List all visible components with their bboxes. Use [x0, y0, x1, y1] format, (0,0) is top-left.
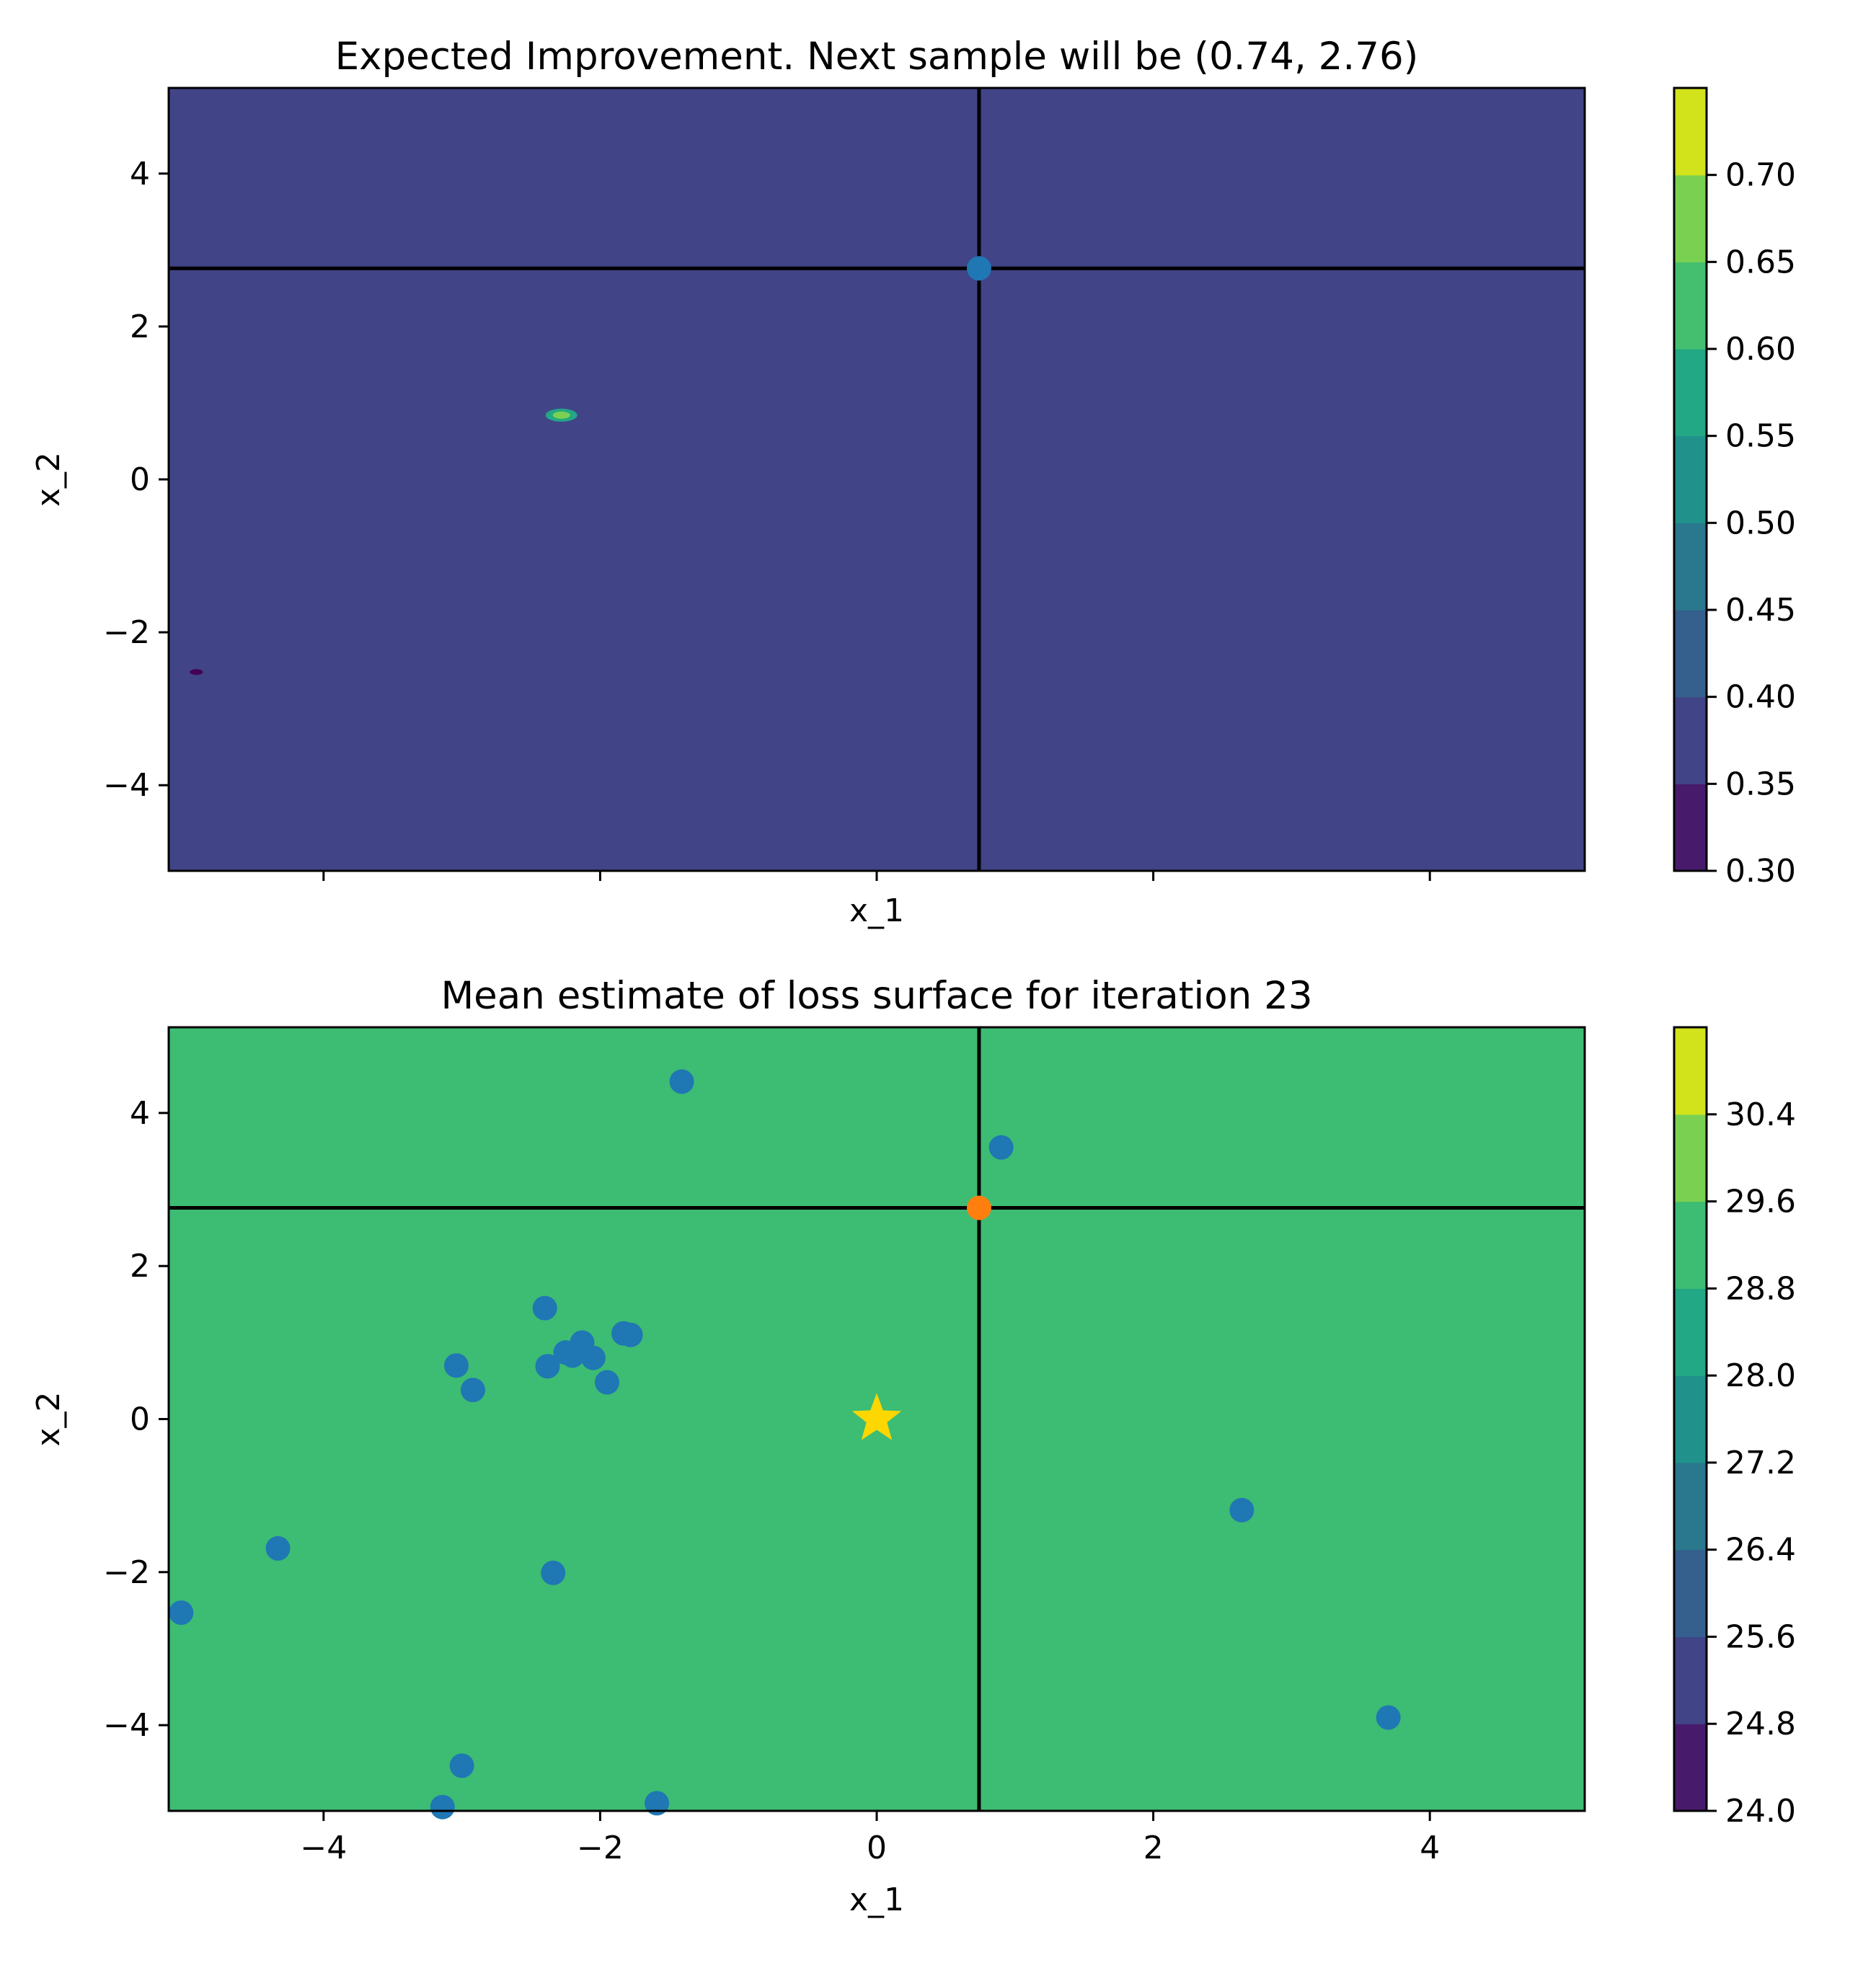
colorbar-tick-label: 25.6	[1725, 1618, 1796, 1655]
colorbar-tick-label: 28.8	[1725, 1270, 1796, 1307]
sampled-point	[580, 1345, 606, 1370]
next-sample-point	[966, 1195, 991, 1220]
sampled-point	[449, 1753, 474, 1778]
colorbar-tick-label: 30.4	[1725, 1096, 1796, 1133]
colorbar-frame	[1673, 87, 1708, 872]
sampled-point	[443, 1353, 469, 1378]
colorbar-tick-label: 0.55	[1725, 418, 1796, 455]
x-axis-label: x_1	[849, 1882, 904, 1918]
colorbar-tick-label: 0.35	[1725, 766, 1796, 802]
x-tick-label: 0	[867, 1830, 887, 1866]
sampled-point	[560, 1343, 585, 1368]
x-tick-label: 4	[1420, 1830, 1440, 1866]
y-tick-label: −2	[103, 614, 150, 651]
colorbar-tick-label: 24.0	[1725, 1793, 1796, 1830]
y-tick-label: 0	[130, 461, 150, 498]
colorbar-tick-label: 29.6	[1725, 1184, 1796, 1220]
y-tick-label: 2	[130, 309, 150, 345]
colorbar-segment	[1674, 784, 1707, 872]
colorbar-tick-label: 0.60	[1725, 331, 1796, 368]
colorbar-frame	[1673, 1026, 1708, 1812]
contour-peak-core	[552, 411, 570, 419]
sampled-point	[460, 1378, 485, 1403]
colorbar-tick-label: 0.70	[1725, 157, 1796, 194]
y-tick-label: −4	[103, 767, 150, 804]
colorbar: 0.30 0.35 0.40 0.45 0.50 0.55 0.60 0.65 0.70	[1673, 87, 1796, 890]
colorbar-segment	[1674, 523, 1707, 611]
sampled-point	[669, 1069, 694, 1094]
contour-dip	[190, 669, 203, 675]
y-axis-label: x_2	[30, 1391, 67, 1446]
colorbar-segment	[1674, 610, 1707, 698]
colorbar-segment	[1674, 349, 1707, 437]
sampled-point	[1229, 1497, 1255, 1523]
colorbar-tick-label: 24.8	[1725, 1706, 1796, 1742]
colorbar-segment	[1674, 1114, 1707, 1202]
colorbar-segment	[1674, 1636, 1707, 1724]
y-tick-label: 4	[130, 156, 150, 192]
colorbar-segment	[1674, 1201, 1707, 1289]
colorbar-segment	[1674, 696, 1707, 784]
optimum-star-icon	[851, 1393, 902, 1440]
sampled-point	[541, 1560, 566, 1585]
y-axis-label: x_2	[30, 452, 67, 507]
sampled-point	[265, 1535, 291, 1561]
next-sample-point	[966, 256, 991, 281]
sampled-point	[535, 1354, 560, 1379]
colorbar-tick-label: 26.4	[1725, 1532, 1796, 1569]
colorbar-segment	[1674, 1288, 1707, 1376]
colorbar-segment	[1674, 1724, 1707, 1812]
sampled-point	[645, 1791, 670, 1816]
chart-title: Expected Improvement. Next sample will b…	[335, 35, 1419, 79]
sampled-point	[532, 1295, 557, 1321]
y-tick-label: 2	[130, 1248, 150, 1285]
colorbar-tick-label: 0.30	[1725, 853, 1796, 890]
colorbar-segment	[1674, 1462, 1707, 1551]
colorbar-segment	[1674, 1027, 1707, 1115]
colorbar-tick-label: 0.50	[1725, 505, 1796, 541]
chart-title: Mean estimate of loss surface for iterat…	[441, 974, 1312, 1018]
colorbar-tick-label: 0.40	[1725, 679, 1796, 716]
sampled-point	[1376, 1705, 1401, 1730]
colorbar-tick-label: 0.45	[1725, 592, 1796, 629]
x-tick-label: −4	[300, 1830, 347, 1866]
colorbar-segment	[1674, 88, 1707, 176]
x-tick-label: 2	[1143, 1830, 1164, 1866]
sampled-point	[618, 1322, 643, 1347]
colorbar: 24.0 24.8 25.6 26.4 27.2 28.0 28.8 29.6 30.4	[1673, 1026, 1796, 1830]
colorbar-segment	[1674, 1549, 1707, 1638]
y-tick-label: 0	[130, 1401, 150, 1438]
chart-panel-1: −4 −2 0 2 4 Expected Improvement. Next sample…	[30, 35, 1796, 929]
sampled-point	[594, 1370, 619, 1395]
x-tick-label: −2	[577, 1830, 624, 1866]
colorbar-segment	[1674, 435, 1707, 523]
y-tick-label: 4	[130, 1095, 150, 1132]
contour-fill	[169, 88, 1585, 871]
colorbar-segment	[1674, 174, 1707, 262]
colorbar-tick-label: 27.2	[1725, 1445, 1796, 1481]
colorbar-tick-label: 28.0	[1725, 1357, 1796, 1394]
y-tick-label: −2	[103, 1554, 150, 1591]
sampled-point	[169, 1600, 194, 1626]
sampled-point	[988, 1135, 1014, 1160]
colorbar-segment	[1674, 1375, 1707, 1463]
colorbar-tick-label: 0.65	[1725, 244, 1796, 280]
chart-panel-2: −4 −2 0 2 4 −4 −2 0 2 4 Mean estimate of loss surf…	[30, 974, 1796, 1918]
y-tick-label: −4	[103, 1707, 150, 1744]
sampled-point	[430, 1794, 455, 1820]
colorbar-segment	[1674, 262, 1707, 350]
x-axis-label: x_1	[849, 892, 904, 929]
